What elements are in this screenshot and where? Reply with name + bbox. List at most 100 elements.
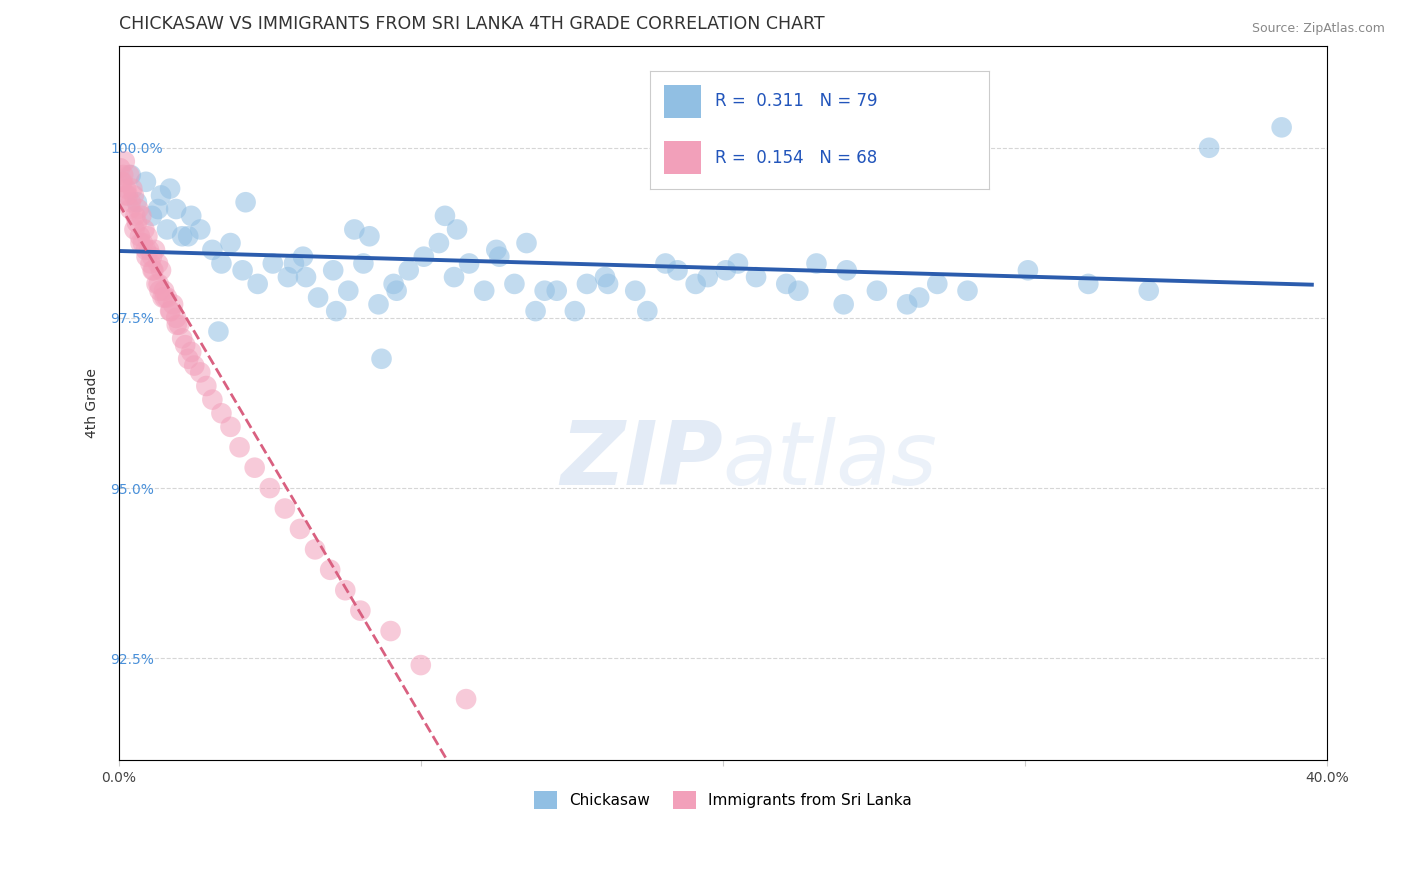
- Point: [209, 256, 232, 270]
- Point: [129, 235, 152, 250]
- Point: [896, 297, 918, 311]
- Point: [472, 284, 495, 298]
- Point: [183, 359, 205, 373]
- Point: [274, 501, 297, 516]
- Point: [319, 563, 342, 577]
- Point: [370, 351, 392, 366]
- Point: [228, 440, 250, 454]
- Point: [380, 624, 402, 638]
- Point: [125, 195, 148, 210]
- Point: [128, 229, 150, 244]
- Point: [188, 365, 211, 379]
- Point: [533, 284, 555, 298]
- Point: [1137, 284, 1160, 298]
- Point: [159, 181, 181, 195]
- Point: [177, 229, 200, 244]
- Point: [219, 420, 242, 434]
- Point: [131, 209, 153, 223]
- Point: [111, 175, 134, 189]
- Point: [654, 256, 676, 270]
- Point: [343, 222, 366, 236]
- Point: [288, 522, 311, 536]
- Point: [124, 209, 146, 223]
- Point: [433, 209, 456, 223]
- Point: [148, 277, 170, 291]
- Point: [832, 297, 855, 311]
- Point: [503, 277, 526, 291]
- Point: [201, 392, 224, 407]
- Point: [153, 284, 176, 298]
- Point: [120, 195, 142, 210]
- Point: [485, 243, 508, 257]
- Point: [835, 263, 858, 277]
- Point: [727, 256, 749, 270]
- Point: [153, 291, 176, 305]
- Point: [122, 188, 145, 202]
- Text: CHICKASAW VS IMMIGRANTS FROM SRI LANKA 4TH GRADE CORRELATION CHART: CHICKASAW VS IMMIGRANTS FROM SRI LANKA 4…: [118, 15, 824, 33]
- Point: [806, 256, 828, 270]
- Point: [152, 291, 174, 305]
- Point: [624, 284, 647, 298]
- Point: [142, 263, 165, 277]
- Point: [488, 250, 510, 264]
- Point: [666, 263, 689, 277]
- Point: [412, 250, 434, 264]
- Point: [166, 318, 188, 332]
- Point: [141, 209, 163, 223]
- Point: [110, 161, 132, 176]
- Point: [146, 256, 169, 270]
- Point: [134, 222, 156, 236]
- Point: [575, 277, 598, 291]
- Point: [142, 263, 165, 277]
- Point: [162, 297, 184, 311]
- Point: [188, 222, 211, 236]
- Point: [121, 181, 143, 195]
- Point: [564, 304, 586, 318]
- Point: [696, 270, 718, 285]
- Point: [174, 338, 197, 352]
- Point: [1198, 141, 1220, 155]
- Point: [382, 277, 405, 291]
- Point: [458, 256, 481, 270]
- Point: [141, 250, 163, 264]
- Point: [139, 256, 162, 270]
- Point: [337, 284, 360, 298]
- Point: [787, 284, 810, 298]
- Legend: Chickasaw, Immigrants from Sri Lanka: Chickasaw, Immigrants from Sri Lanka: [526, 783, 920, 817]
- Point: [207, 325, 229, 339]
- Point: [135, 175, 157, 189]
- Point: [219, 235, 242, 250]
- Point: [277, 270, 299, 285]
- Point: [956, 284, 979, 298]
- Point: [367, 297, 389, 311]
- Point: [1077, 277, 1099, 291]
- Point: [427, 235, 450, 250]
- Point: [117, 188, 139, 202]
- Point: [159, 304, 181, 318]
- Point: [409, 658, 432, 673]
- Point: [385, 284, 408, 298]
- Point: [335, 583, 357, 598]
- Text: ZIP: ZIP: [560, 417, 723, 504]
- Point: [159, 304, 181, 318]
- Point: [167, 318, 190, 332]
- Point: [150, 188, 173, 202]
- Point: [714, 263, 737, 277]
- Point: [443, 270, 465, 285]
- Point: [135, 243, 157, 257]
- Point: [283, 256, 305, 270]
- Point: [304, 542, 326, 557]
- Point: [908, 291, 931, 305]
- Point: [232, 263, 254, 277]
- Point: [209, 406, 232, 420]
- Point: [359, 229, 381, 244]
- Text: Source: ZipAtlas.com: Source: ZipAtlas.com: [1251, 22, 1385, 36]
- Point: [120, 168, 142, 182]
- Point: [685, 277, 707, 291]
- Point: [124, 222, 146, 236]
- Point: [172, 331, 194, 345]
- Point: [201, 243, 224, 257]
- Point: [515, 235, 537, 250]
- Point: [295, 270, 318, 285]
- Point: [593, 270, 616, 285]
